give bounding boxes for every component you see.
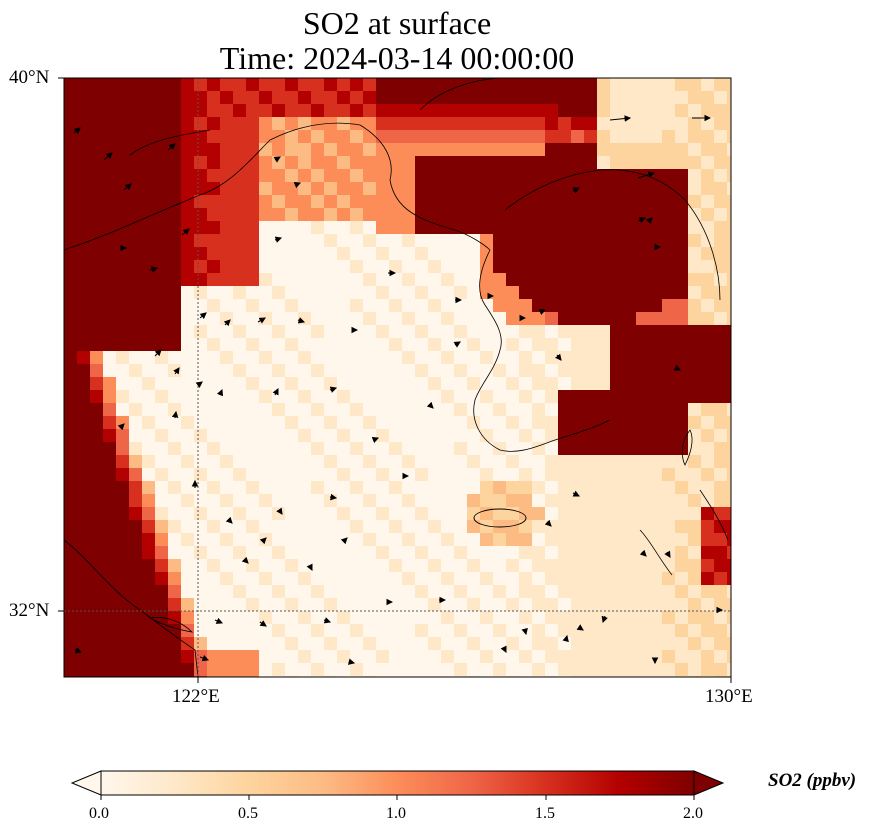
colorbar-gradient bbox=[101, 771, 694, 795]
colorbar-extend-min bbox=[70, 770, 102, 796]
lat-tick-label: 32°N bbox=[9, 600, 50, 621]
gridlines bbox=[64, 78, 731, 677]
map-time: Time: 2024-03-14 00:00:00 bbox=[219, 40, 575, 76]
map-title: SO2 at surface bbox=[302, 5, 492, 41]
colorbar-tick-label: 0.0 bbox=[89, 805, 109, 822]
colorbar-tick-label: 2.0 bbox=[683, 805, 703, 822]
lon-tick-label: 130°E bbox=[705, 686, 753, 707]
colorbar-tick-label: 0.5 bbox=[238, 805, 258, 822]
coastlines bbox=[64, 78, 729, 677]
colorbar-tick-label: 1.0 bbox=[386, 805, 406, 822]
colorbar-extend-max bbox=[693, 770, 725, 796]
wind-vectors bbox=[73, 114, 724, 665]
colorbar-tick-label: 1.5 bbox=[535, 805, 555, 822]
lat-tick-label: 40°N bbox=[9, 67, 50, 88]
so2-field bbox=[64, 78, 731, 677]
colorbar-label: SO2 (ppbv) bbox=[768, 770, 857, 791]
lon-tick-label: 122°E bbox=[172, 686, 220, 707]
map-frame bbox=[63, 77, 732, 678]
colorbar bbox=[70, 770, 725, 800]
